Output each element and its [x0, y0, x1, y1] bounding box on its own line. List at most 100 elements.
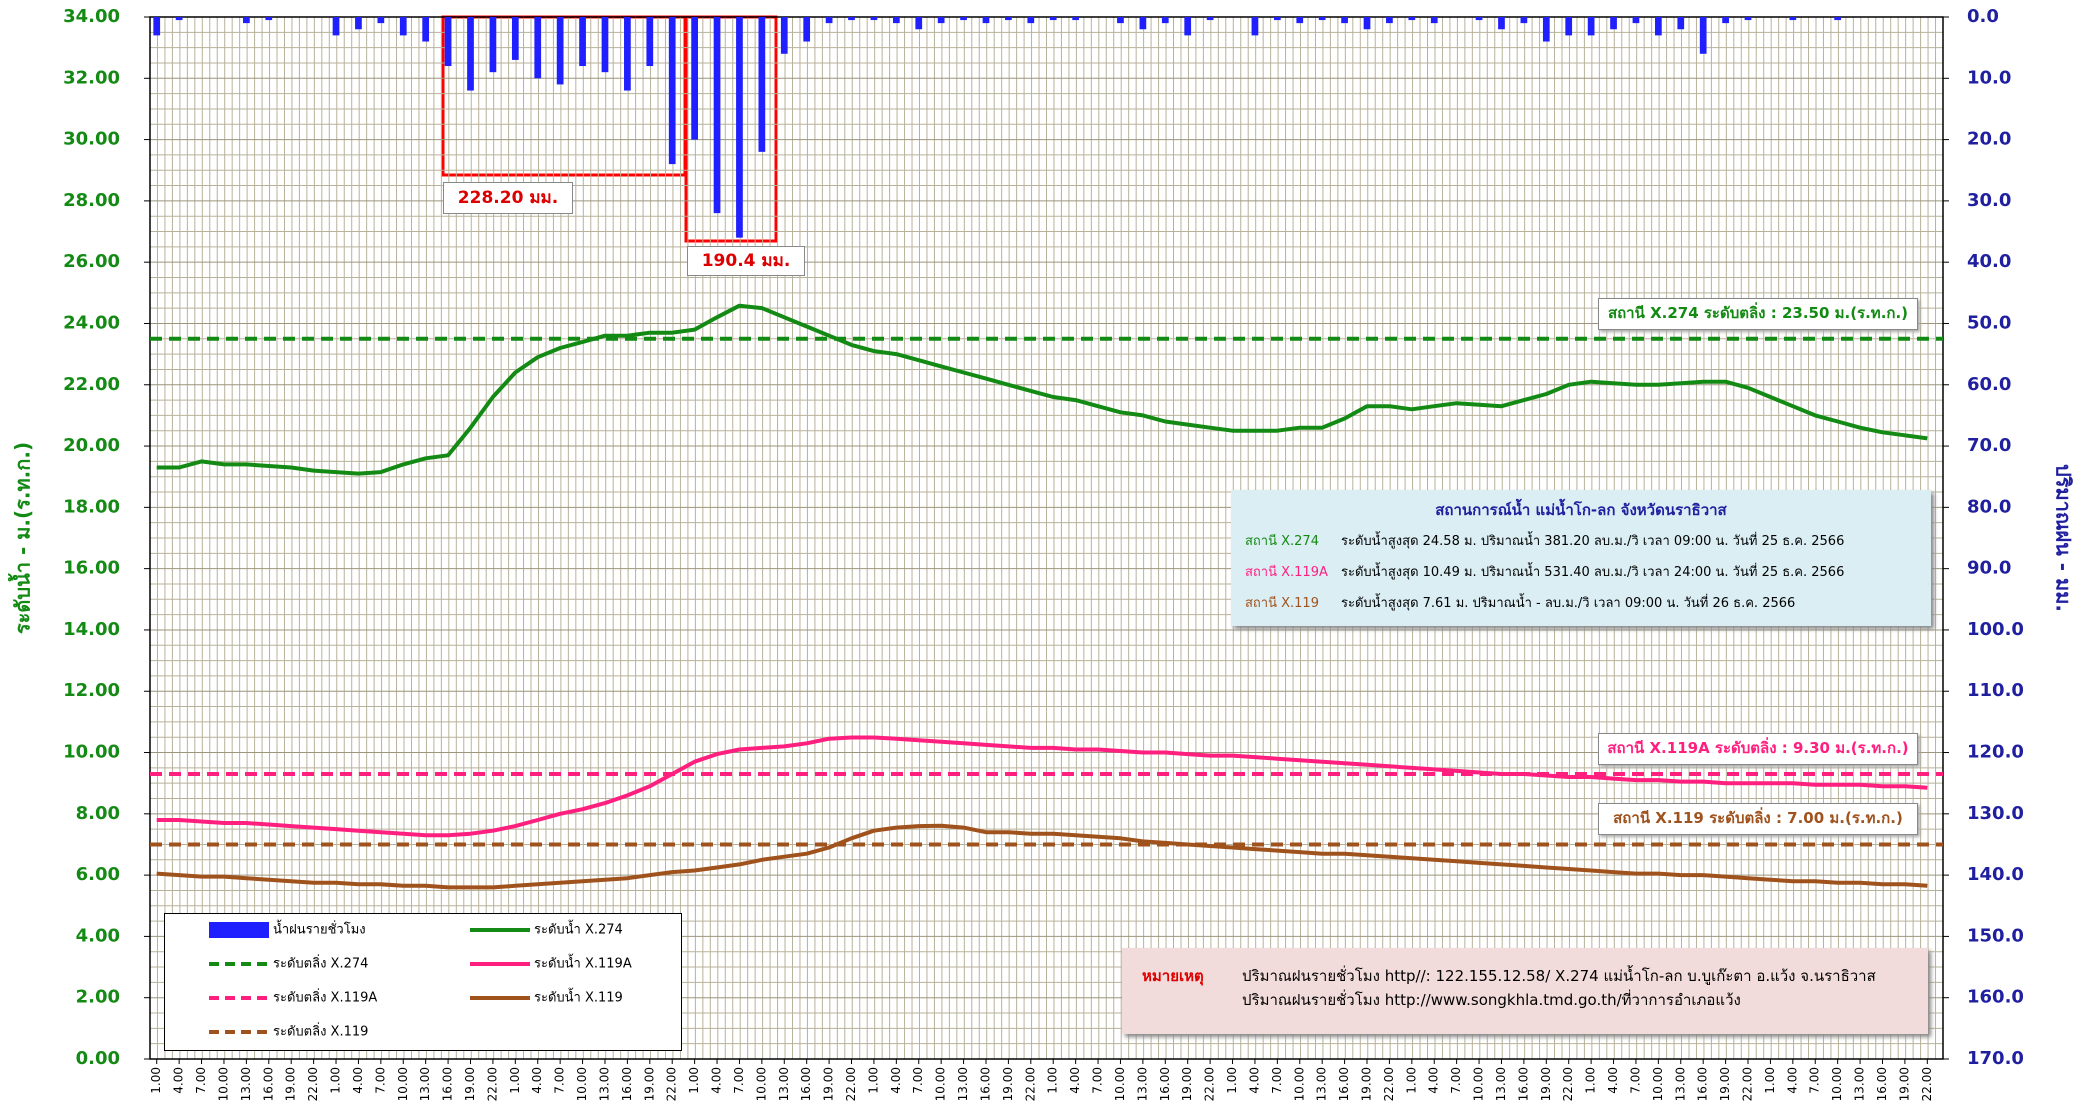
rain-bar [556, 17, 564, 85]
rain-bar [489, 17, 497, 73]
x-tick-label: 22.00 [1741, 1067, 1755, 1101]
rain-bar [1161, 17, 1169, 24]
rain-bar [1542, 17, 1550, 42]
x-tick-label: 10.00 [1472, 1067, 1486, 1101]
water-line [156, 303, 1928, 476]
y-tick-label: 24.00 [63, 312, 120, 333]
x-tick-label: 13.00 [1135, 1067, 1149, 1101]
x-tick-label: 19.00 [1539, 1067, 1553, 1101]
x-tick-label: 7.00 [373, 1067, 387, 1094]
x-tick-label: 19.00 [284, 1067, 298, 1101]
rain-bar [1520, 17, 1528, 24]
rain-bar [803, 17, 811, 42]
rain-bar [915, 17, 923, 30]
bank-label: สถานี X.119A ระดับตลิ่ง : 9.30 ม.(ร.ท.ก.… [1598, 732, 1918, 765]
x-tick-label: 10.00 [396, 1067, 410, 1101]
x-tick-label: 22.00 [1561, 1067, 1575, 1101]
rain-bar [153, 17, 161, 36]
x-tick-label: 19.00 [1718, 1067, 1732, 1101]
x-tick-label: 13.00 [1494, 1067, 1508, 1101]
legend-label: ระดับน้ำ X.274 [534, 920, 623, 938]
rain-bar [534, 17, 542, 79]
y2-tick-label: 10.0 [1967, 67, 2011, 88]
x-tick-label: 10.00 [1830, 1067, 1844, 1101]
x-tick-label: 7.00 [1091, 1067, 1105, 1094]
rain-bar [825, 17, 833, 24]
rain-bar [1341, 17, 1348, 24]
rain-bar [1049, 17, 1057, 21]
y-tick-label: 26.00 [63, 251, 120, 272]
x-tick-label: 19.00 [1359, 1067, 1373, 1101]
info-station: สถานี X.274 [1245, 534, 1319, 549]
x-tick-label: 13.00 [597, 1067, 611, 1101]
y2-tick-label: 0.0 [1967, 6, 1999, 27]
y-tick-label: 2.00 [76, 987, 120, 1008]
x-tick-label: 1.00 [329, 1067, 343, 1094]
y-tick-label: 6.00 [76, 864, 120, 885]
y2-tick-label: 130.0 [1967, 803, 2024, 824]
x-tick-label: 1.00 [687, 1067, 701, 1094]
rain-bar [355, 17, 362, 30]
rain-bar [982, 17, 990, 24]
y2-axis-label: ปริมาณฝน - มม. [2052, 464, 2076, 612]
x-tick-label: 22.00 [485, 1067, 499, 1101]
rain-bar [1498, 17, 1505, 30]
info-title: สถานการณ์น้ำ แม่น้ำโก-ลก จังหวัดนราธิวาส [1435, 501, 1727, 519]
rain-bar [870, 17, 878, 21]
x-tick-label: 22.00 [1023, 1067, 1037, 1101]
info-row: สถานี X.119A ระดับน้ำสูงสุด 10.49 ม. ปริม… [1245, 561, 1917, 582]
rain-bar [1744, 17, 1752, 21]
x-tick-label: 1.00 [1404, 1067, 1418, 1094]
rain-bar [1475, 17, 1483, 21]
rain-bar [1027, 17, 1035, 24]
x-tick-label: 4.00 [172, 1067, 186, 1094]
legend-label: ระดับน้ำ X.119 [534, 988, 623, 1006]
plot-frame [149, 16, 1944, 1060]
rain-bar [579, 17, 586, 67]
info-text: ระดับน้ำสูงสุด 7.61 ม. ปริมาณน้ำ - ลบ.ม.… [1341, 596, 1796, 611]
annotation: 190.4 มม. [687, 246, 805, 276]
y-tick-label: 34.00 [63, 6, 120, 27]
y2-tick-label: 30.0 [1967, 190, 2011, 211]
info-text: ระดับน้ำสูงสุด 24.58 ม. ปริมาณน้ำ 381.20… [1341, 534, 1845, 549]
x-tick-label: 4.00 [1247, 1067, 1261, 1094]
bank-label: สถานี X.274 ระดับตลิ่ง : 23.50 ม.(ร.ท.ก.… [1598, 297, 1918, 330]
legend-swatch [209, 922, 269, 938]
rain-bar [444, 17, 452, 67]
x-tick-label: 10.00 [1651, 1067, 1665, 1101]
y-axis-label: ระดับน้ำ - ม.(ร.ท.ก.) [8, 442, 35, 634]
y2-tick-label: 150.0 [1967, 925, 2024, 946]
info-station: สถานี X.119A [1245, 565, 1328, 580]
legend-label: น้ำฝนรายชั่วโมง [273, 920, 366, 938]
rain-bar [892, 17, 900, 24]
rain-bar [1565, 17, 1573, 36]
x-tick-label: 4.00 [710, 1067, 724, 1094]
rain-bar [1318, 17, 1326, 21]
rain-bar [1072, 17, 1079, 21]
x-tick-label: 7.00 [194, 1067, 208, 1094]
rain-bar [1699, 17, 1707, 54]
y2-tick-label: 70.0 [1967, 435, 2011, 456]
rain-bar [511, 17, 519, 60]
y2-tick-label: 90.0 [1967, 558, 2011, 579]
x-tick-label: 7.00 [732, 1067, 746, 1094]
x-tick-label: 13.00 [1673, 1067, 1687, 1101]
x-tick-label: 4.00 [1068, 1067, 1082, 1094]
rain-bar [1789, 17, 1797, 21]
x-tick-label: 13.00 [239, 1067, 253, 1101]
rain-bar [736, 17, 743, 238]
y-tick-label: 28.00 [63, 190, 120, 211]
note-line: ปริมาณฝนรายชั่วโมง http://www.songkhla.t… [1242, 991, 1741, 1009]
rain-bar [848, 17, 855, 21]
water-line [156, 823, 1928, 890]
y2-tick-label: 120.0 [1967, 742, 2024, 763]
x-tick-label: 1.00 [866, 1067, 880, 1094]
rain-bar [1677, 17, 1685, 30]
rain-bar [1363, 17, 1371, 30]
x-tick-label: 16.00 [1516, 1067, 1530, 1101]
x-tick-label: 22.00 [1920, 1067, 1934, 1101]
legend-label: ระดับน้ำ X.119A [534, 954, 632, 972]
rain-bar [1296, 17, 1304, 24]
